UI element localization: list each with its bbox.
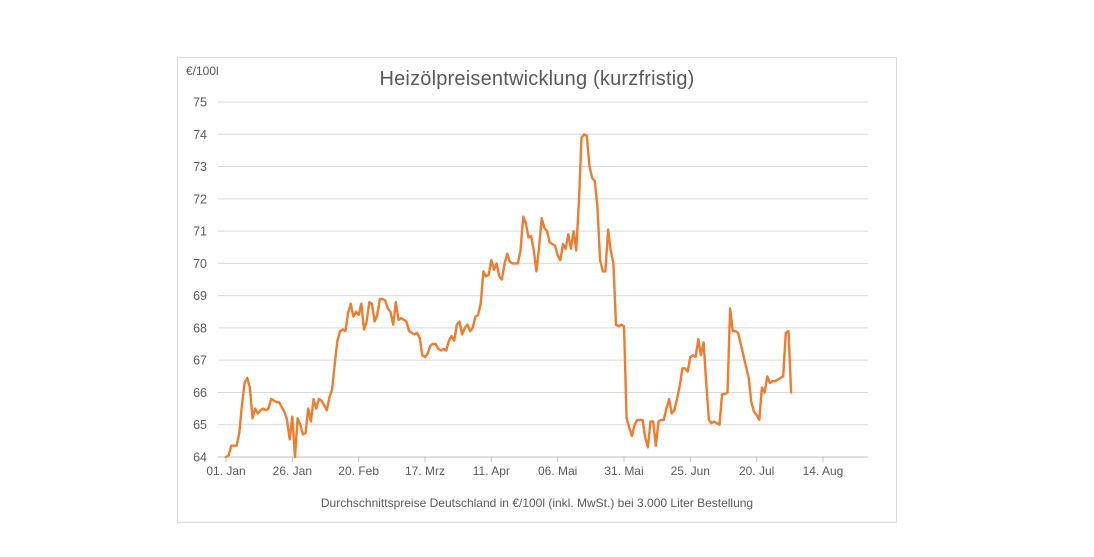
y-tick-label: 68: [193, 321, 207, 335]
x-tick-label: 17. Mrz: [405, 464, 445, 478]
x-tick-label: 25. Jun: [671, 464, 710, 478]
y-tick-label: 73: [193, 160, 207, 174]
x-tick-label: 31. Mai: [604, 464, 643, 478]
x-tick-label: 01. Jan: [206, 464, 245, 478]
y-tick-label: 71: [193, 225, 207, 239]
y-tick-label: 72: [193, 192, 207, 206]
y-axis-unit-label: €/100l: [186, 64, 219, 78]
y-tick-label: 67: [193, 354, 207, 368]
x-tick-label: 20. Feb: [338, 464, 379, 478]
chart-title: Heizölpreisentwicklung (kurzfristig): [379, 68, 695, 90]
y-tick-label: 65: [193, 418, 207, 432]
y-tick-label: 74: [193, 128, 207, 142]
y-tick-label: 75: [193, 96, 207, 110]
chart-caption: Durchschnittspreise Deutschland in €/100…: [320, 496, 754, 510]
x-tick-label: 14. Aug: [803, 464, 844, 478]
y-tick-label: 64: [193, 451, 207, 465]
y-tick-label: 66: [193, 386, 207, 400]
x-tick-label: 06. Mai: [538, 464, 577, 478]
price-line: [224, 133, 793, 459]
y-tick-label: 70: [193, 257, 207, 271]
y-tick-label: 69: [193, 289, 207, 303]
x-tick-label: 20. Jul: [739, 464, 774, 478]
x-tick-label: 11. Apr: [473, 464, 510, 478]
x-tick-label: 26. Jan: [273, 464, 312, 478]
